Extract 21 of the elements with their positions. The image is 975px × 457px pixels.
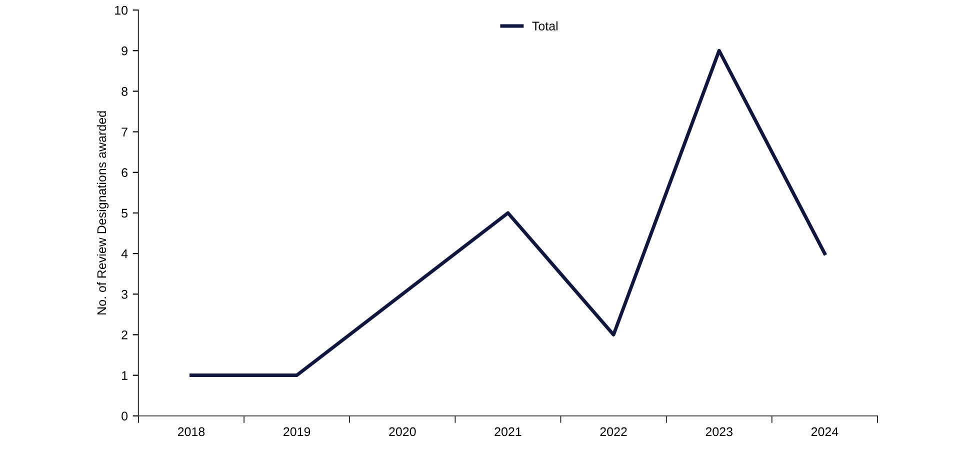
x-tick-label: 2020 — [389, 427, 416, 436]
x-tick-label: 2024 — [811, 427, 838, 436]
x-tick-label: 2019 — [284, 427, 310, 436]
y-tick-label: 5 — [122, 208, 128, 218]
y-tick-label: 8 — [122, 87, 128, 96]
line-series — [190, 48, 826, 378]
y-tick-label: 2 — [122, 330, 128, 340]
y-tick-label: 3 — [122, 290, 128, 299]
y-tick-label: 0 — [122, 412, 128, 421]
y-tick-label: 10 — [115, 6, 128, 15]
x-tick-label: 2018 — [178, 427, 205, 436]
x-tick-label: 2022 — [600, 427, 627, 436]
y-tick-label: 6 — [122, 168, 128, 178]
x-tick-label: 2021 — [494, 427, 522, 436]
y-tick-label: 7 — [122, 128, 128, 136]
y-axis-title: No. of Review Designations awarded — [96, 111, 109, 314]
y-tick-label: 4 — [121, 249, 128, 258]
x-tick-label: 2023 — [706, 427, 732, 436]
y-tick-label: 9 — [122, 46, 128, 56]
y-tick-label: 1 — [122, 371, 128, 380]
legend-label: Total — [532, 21, 558, 30]
